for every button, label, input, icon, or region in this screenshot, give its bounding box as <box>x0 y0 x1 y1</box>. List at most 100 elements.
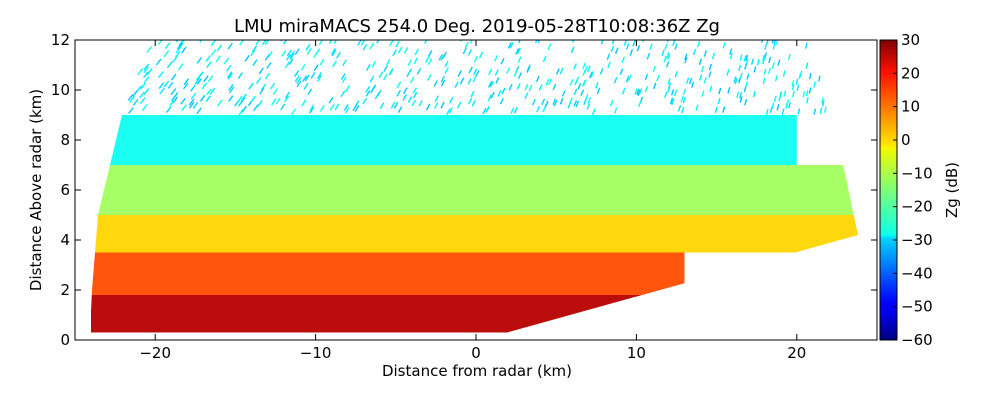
speckle-dash <box>127 94 134 101</box>
speckle-dash <box>599 67 604 75</box>
speckle-dash <box>614 47 619 55</box>
speckle-dash <box>487 94 492 102</box>
speckle-dash <box>488 81 493 88</box>
speckle-dash <box>744 63 748 70</box>
speckle-dash <box>684 56 688 64</box>
speckle-dash <box>590 71 595 78</box>
speckle-dash <box>440 54 445 61</box>
speckle-dash <box>776 104 780 111</box>
speckle-dash <box>736 91 740 98</box>
speckle-dash <box>804 42 808 49</box>
speckle-dash <box>796 84 800 91</box>
speckle-dash <box>775 40 779 45</box>
speckle-dash <box>473 55 478 63</box>
speckle-dash <box>227 72 233 80</box>
speckle-dash <box>199 40 203 43</box>
speckle-dash <box>577 83 582 90</box>
speckle-dash <box>739 96 743 103</box>
speckle-dash <box>286 53 292 61</box>
speckle-dash <box>210 49 217 56</box>
speckle-dash <box>369 42 375 50</box>
speckle-dash <box>610 45 615 53</box>
colorbar-tick-label: −40 <box>901 264 933 282</box>
speckle-dash <box>500 57 505 65</box>
speckle-dash <box>600 40 604 45</box>
speckle-dash <box>510 107 515 115</box>
speckle-dash <box>636 88 640 96</box>
speckle-dash <box>470 90 475 98</box>
speckle-dash <box>621 56 626 63</box>
speckle-dash <box>284 95 290 103</box>
speckle-dash <box>261 40 267 46</box>
speckle-dash <box>805 90 809 97</box>
speckle-dash <box>164 42 171 50</box>
speckle-dash <box>726 69 730 76</box>
speckle-dash <box>425 56 430 63</box>
speckle-dash <box>682 96 686 104</box>
speckle-dash <box>305 43 311 51</box>
speckle-dash <box>478 51 484 59</box>
speckle-dash <box>506 67 511 74</box>
speckle-dash <box>283 40 288 45</box>
speckle-dash <box>507 42 512 49</box>
speckle-dash <box>586 103 591 110</box>
speckle-dash <box>128 107 134 115</box>
speckle-dash <box>528 84 533 92</box>
speckle-dash <box>266 62 272 69</box>
speckle-dash <box>205 55 211 63</box>
speckle-dash <box>177 63 184 71</box>
speckle-dash <box>170 73 177 81</box>
speckle-dash <box>209 87 216 95</box>
speckle-dash <box>296 80 302 88</box>
speckle-dash <box>228 95 234 103</box>
speckle-dash <box>345 85 351 92</box>
speckle-dash <box>362 97 368 105</box>
speckle-dash <box>280 103 286 111</box>
speckle-dash <box>806 97 809 104</box>
speckle-dash <box>257 100 263 107</box>
y-tick-label: 12 <box>51 31 70 49</box>
speckle-dash <box>157 71 164 79</box>
speckle-dash <box>582 69 587 76</box>
speckle-dash <box>253 104 259 112</box>
speckle-dash <box>743 55 747 62</box>
speckle-dash <box>674 43 678 50</box>
speckle-dash <box>307 88 313 96</box>
speckle-dash <box>328 40 333 45</box>
speckle-dash <box>733 76 737 83</box>
speckle-dash <box>753 66 757 73</box>
speckle-dash <box>619 68 624 76</box>
speckle-dash <box>792 90 795 98</box>
speckle-dash <box>206 61 212 69</box>
speckle-dash <box>237 95 243 103</box>
speckle-dash <box>729 48 733 55</box>
speckle-dash <box>559 98 564 105</box>
speckle-dash <box>171 56 178 64</box>
y-axis-label: Distance Above radar (km) <box>27 89 45 291</box>
speckle-dash <box>227 42 233 50</box>
speckle-dash <box>524 83 529 91</box>
speckle-dash <box>582 79 586 87</box>
speckle-dash <box>397 46 403 54</box>
speckle-dash <box>515 48 520 55</box>
y-axis: 0 2 4 6 8 10 12 <box>51 31 877 349</box>
speckle-dash <box>229 86 235 94</box>
speckle-dash <box>365 86 371 93</box>
speckle-dash <box>744 99 748 106</box>
speckle-dash <box>146 68 153 76</box>
speckle-dash <box>588 71 593 79</box>
speckle-dash <box>240 94 247 102</box>
speckle-dash <box>611 40 615 45</box>
speckle-dash <box>157 40 163 46</box>
speckle-dash <box>438 53 443 61</box>
speckle-dash <box>227 71 233 79</box>
speckle-dash <box>244 54 250 62</box>
speckle-dash <box>170 88 177 96</box>
speckle-dash <box>656 74 660 82</box>
speckle-dash <box>746 73 750 80</box>
speckle-dash <box>129 95 135 103</box>
speckle-dash <box>682 88 687 95</box>
speckle-dash <box>727 87 731 94</box>
speckle-dash <box>674 71 678 78</box>
speckle-dash <box>237 99 244 107</box>
